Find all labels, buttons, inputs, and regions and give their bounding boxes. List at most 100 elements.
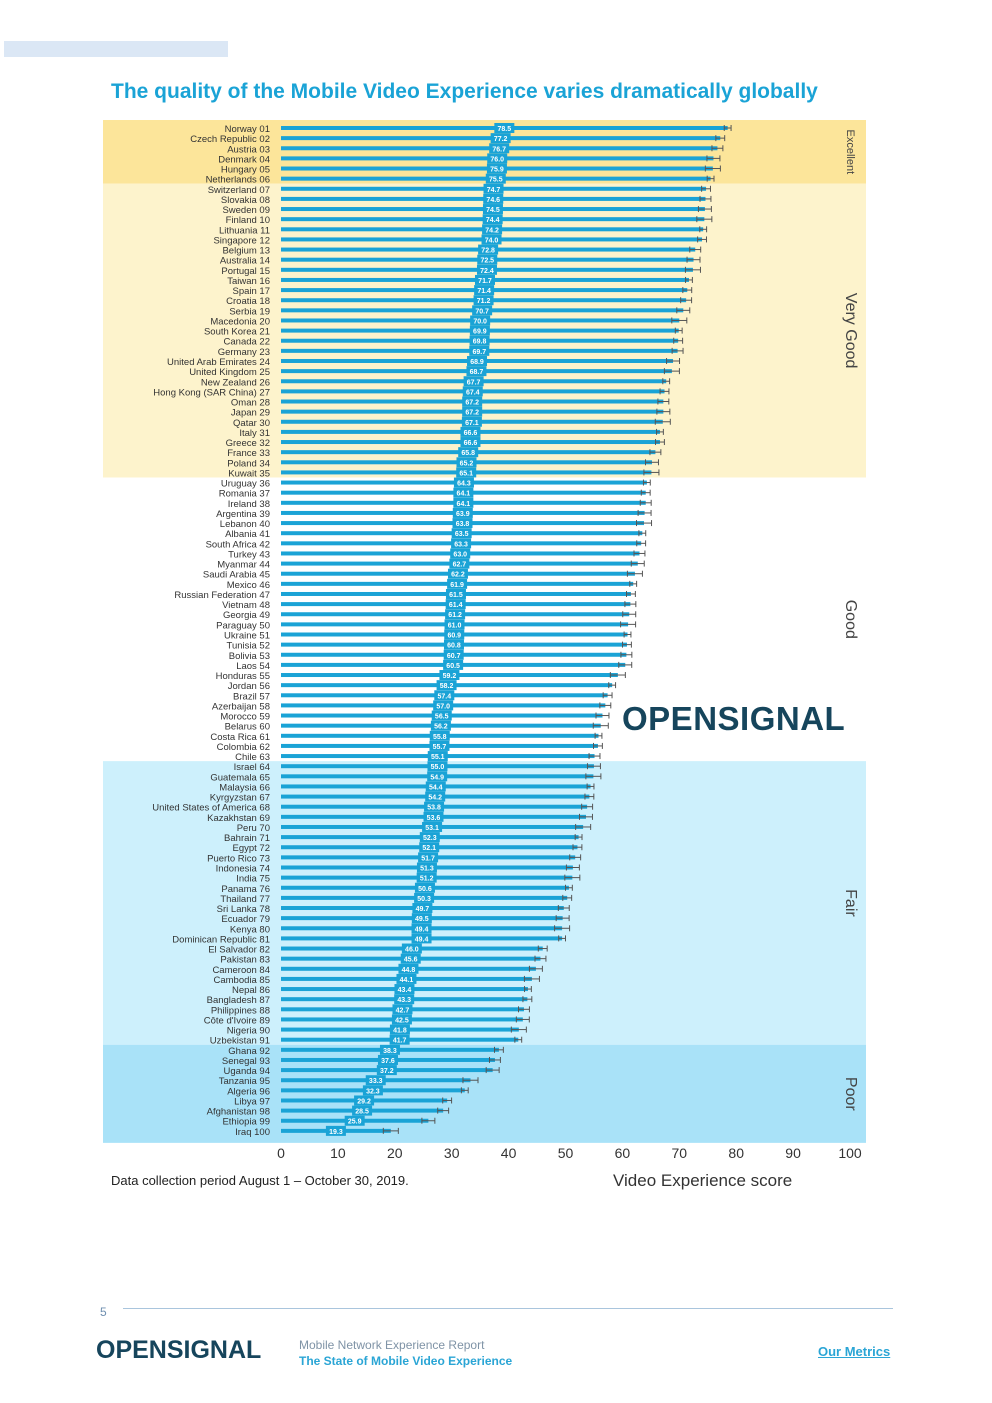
data-label: 61.0 [448, 622, 462, 629]
category-label: Laos 54 [236, 661, 270, 672]
category-label: India 75 [236, 874, 270, 885]
data-label: 74.7 [487, 187, 501, 194]
category-label: Pakistan 83 [220, 955, 270, 966]
category-label: Nigeria 90 [227, 1026, 270, 1037]
data-label: 55.7 [433, 744, 447, 751]
value-badge [424, 801, 445, 812]
value-badge [422, 821, 443, 832]
value-badge [445, 609, 466, 620]
data-label: 63.3 [454, 541, 468, 548]
x-tick-label: 0 [277, 1145, 285, 1161]
category-label: Albania 41 [225, 529, 270, 540]
data-label: 29.2 [357, 1098, 371, 1105]
data-collection-note: Data collection period August 1 – Octobe… [111, 1173, 409, 1188]
value-badge [419, 832, 440, 843]
category-label: Kuwait 35 [228, 468, 270, 479]
category-label: Finland 10 [226, 215, 270, 226]
x-tick-label: 20 [387, 1145, 403, 1161]
value-badge [401, 943, 422, 954]
band-label: Poor [842, 1077, 859, 1111]
data-label: 55.8 [433, 734, 447, 741]
category-label: Ireland 38 [228, 499, 270, 510]
category-label: Nepal 86 [232, 985, 270, 996]
value-badge [325, 1125, 346, 1136]
data-label: 65.8 [461, 450, 475, 457]
value-badge [352, 1105, 373, 1116]
category-label: Ukraine 51 [224, 631, 270, 642]
data-label: 63.0 [453, 551, 467, 558]
category-label: Kyrgyzstan 67 [210, 793, 270, 804]
value-badge [443, 639, 464, 650]
data-label: 62.2 [451, 572, 465, 579]
value-badge [376, 1065, 397, 1076]
category-label: Denmark 04 [218, 154, 270, 165]
category-label: Cambodia 85 [213, 975, 270, 986]
category-label: Germany 23 [218, 347, 270, 358]
value-badge [429, 730, 450, 741]
category-label: Cameroon 84 [212, 965, 270, 976]
data-label: 65.1 [459, 470, 473, 477]
category-label: Dominican Republic 81 [172, 934, 270, 945]
category-label: Paraguay 50 [216, 620, 270, 631]
category-label: Brazil 57 [233, 691, 270, 702]
x-tick-label: 50 [558, 1145, 574, 1161]
category-label: Russian Federation 47 [174, 590, 270, 601]
category-label: Japan 29 [231, 408, 270, 419]
category-label: Lebanon 40 [220, 519, 270, 530]
category-label: Honduras 55 [216, 671, 270, 682]
value-badge [433, 700, 454, 711]
category-label: Peru 70 [237, 823, 270, 834]
data-label: 75.9 [490, 167, 504, 174]
value-badge [449, 558, 470, 569]
category-label: Morocco 59 [220, 712, 270, 723]
data-label: 59.2 [443, 673, 457, 680]
data-label: 28.5 [355, 1109, 369, 1116]
data-label: 63.8 [456, 521, 470, 528]
data-label: 51.7 [421, 855, 435, 862]
data-label: 78.5 [498, 126, 512, 133]
x-tick-label: 100 [838, 1145, 862, 1161]
value-badge [489, 143, 510, 154]
value-badge [482, 214, 503, 225]
data-label: 68.7 [470, 369, 484, 376]
value-badge [416, 862, 437, 873]
report-subtitle: The State of Mobile Video Experience [299, 1354, 513, 1368]
value-badge [389, 1034, 410, 1045]
page-title: The quality of the Mobile Video Experien… [111, 80, 818, 103]
data-label: 46.0 [405, 947, 419, 954]
opensignal-logo: OPENSIGNAL [622, 700, 846, 737]
data-label: 19.3 [329, 1129, 343, 1136]
value-badge [456, 457, 477, 468]
data-label: 52.1 [422, 845, 436, 852]
category-label: Uruguay 36 [221, 479, 270, 490]
category-label: Algeria 96 [227, 1086, 270, 1097]
value-badge [444, 619, 465, 630]
value-badge [470, 315, 491, 326]
value-badge [467, 355, 488, 366]
data-label: 75.5 [489, 177, 503, 184]
data-label: 57.0 [436, 703, 450, 710]
value-badge [469, 345, 490, 356]
data-label: 43.3 [397, 997, 411, 1004]
category-label: Ghana 92 [228, 1046, 270, 1057]
value-badge [451, 538, 472, 549]
value-badge [365, 1075, 386, 1086]
value-badge [439, 670, 460, 681]
data-label: 64.3 [457, 481, 471, 488]
data-label: 52.3 [423, 835, 437, 842]
data-label: 71.2 [477, 298, 491, 305]
data-label: 67.4 [466, 389, 480, 396]
data-label: 60.7 [447, 653, 461, 660]
data-label: 64.1 [457, 501, 471, 508]
band-excellent [103, 120, 866, 184]
value-badge [494, 123, 515, 133]
value-badge [487, 153, 508, 164]
data-label: 77.2 [494, 136, 508, 143]
data-label: 53.6 [427, 815, 441, 822]
report-title: Mobile Network Experience Report [299, 1338, 485, 1352]
our-metrics-link[interactable]: Our Metrics [818, 1344, 891, 1359]
category-label: Myanmar 44 [217, 560, 270, 571]
value-badge [462, 396, 483, 407]
value-badge [412, 903, 433, 914]
data-label: 67.2 [465, 410, 479, 417]
